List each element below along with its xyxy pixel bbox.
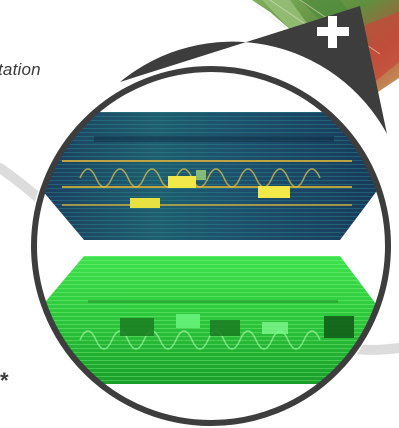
- lens-ring: [31, 66, 391, 426]
- plus-icon: [317, 16, 349, 48]
- thermal-image: [35, 112, 387, 240]
- plus-badge: [317, 16, 349, 48]
- caption-fragment: tation: [0, 60, 41, 79]
- lens-shadow-wedge: [120, 6, 387, 134]
- ndvi-image: [35, 256, 387, 384]
- footnote-asterisk: *: [0, 368, 9, 393]
